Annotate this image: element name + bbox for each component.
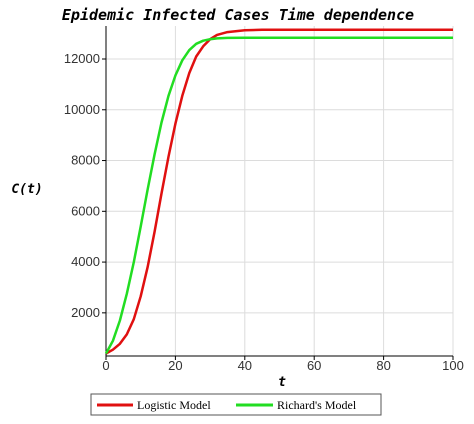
ticks: 0 20 40 60 80 100 2000 4000 6000 8000 10000 12000 <box>64 51 464 373</box>
y-tick-label: 6000 <box>71 203 100 218</box>
grid <box>106 26 454 356</box>
y-axis-label: C(t) <box>11 182 42 197</box>
series-lines <box>104 28 453 355</box>
x-tick-label: 20 <box>168 358 182 373</box>
x-tick-label: 0 <box>102 358 109 373</box>
legend: Logistic Model Richard's Model <box>90 393 382 416</box>
logistic-model-line <box>105 28 453 355</box>
chart-title: Epidemic Infected Cases Time dependence <box>62 6 414 24</box>
richards-model-line <box>104 36 453 355</box>
y-tick-label: 4000 <box>71 254 100 269</box>
x-tick-label: 100 <box>442 358 464 373</box>
legend-label-logistic: Logistic Model <box>137 398 211 412</box>
x-tick-label: 60 <box>307 358 321 373</box>
x-tick-label: 40 <box>238 358 252 373</box>
y-tick-label: 8000 <box>71 153 100 168</box>
legend-label-richards: Richard's Model <box>277 398 357 412</box>
x-axis-label: t <box>278 375 286 390</box>
x-tick-label: 80 <box>376 358 390 373</box>
y-tick-label: 2000 <box>71 305 100 320</box>
y-tick-label: 10000 <box>64 102 100 117</box>
y-tick-label: 12000 <box>64 51 100 66</box>
